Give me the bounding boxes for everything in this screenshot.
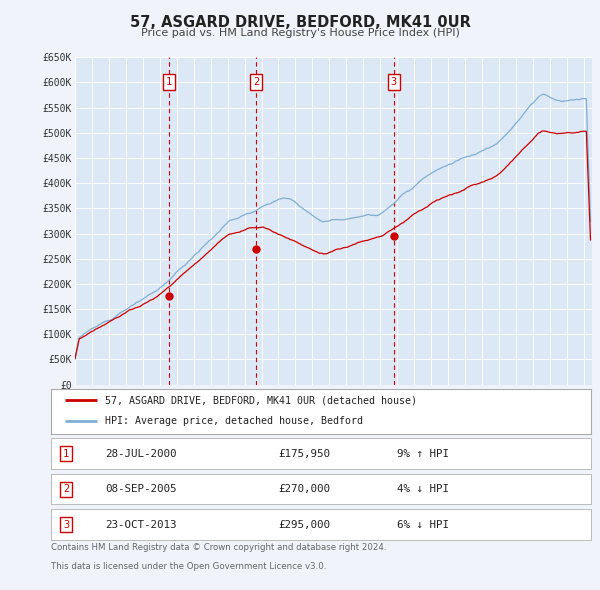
Text: 57, ASGARD DRIVE, BEDFORD, MK41 0UR: 57, ASGARD DRIVE, BEDFORD, MK41 0UR (130, 15, 470, 30)
Text: £175,950: £175,950 (278, 449, 330, 458)
Text: £270,000: £270,000 (278, 484, 330, 494)
Text: HPI: Average price, detached house, Bedford: HPI: Average price, detached house, Bedf… (105, 417, 363, 426)
Text: 1: 1 (63, 449, 69, 458)
Text: 4% ↓ HPI: 4% ↓ HPI (397, 484, 449, 494)
Text: This data is licensed under the Open Government Licence v3.0.: This data is licensed under the Open Gov… (51, 562, 326, 571)
Text: Contains HM Land Registry data © Crown copyright and database right 2024.: Contains HM Land Registry data © Crown c… (51, 543, 386, 552)
Text: 2: 2 (63, 484, 69, 494)
Text: 6% ↓ HPI: 6% ↓ HPI (397, 520, 449, 529)
Text: £295,000: £295,000 (278, 520, 330, 529)
Text: 28-JUL-2000: 28-JUL-2000 (105, 449, 176, 458)
Text: Price paid vs. HM Land Registry's House Price Index (HPI): Price paid vs. HM Land Registry's House … (140, 28, 460, 38)
Text: 9% ↑ HPI: 9% ↑ HPI (397, 449, 449, 458)
Text: 57, ASGARD DRIVE, BEDFORD, MK41 0UR (detached house): 57, ASGARD DRIVE, BEDFORD, MK41 0UR (det… (105, 395, 417, 405)
Text: 3: 3 (391, 77, 397, 87)
Text: 23-OCT-2013: 23-OCT-2013 (105, 520, 176, 529)
Text: 2: 2 (253, 77, 259, 87)
Text: 1: 1 (166, 77, 172, 87)
Text: 3: 3 (63, 520, 69, 529)
Text: 08-SEP-2005: 08-SEP-2005 (105, 484, 176, 494)
